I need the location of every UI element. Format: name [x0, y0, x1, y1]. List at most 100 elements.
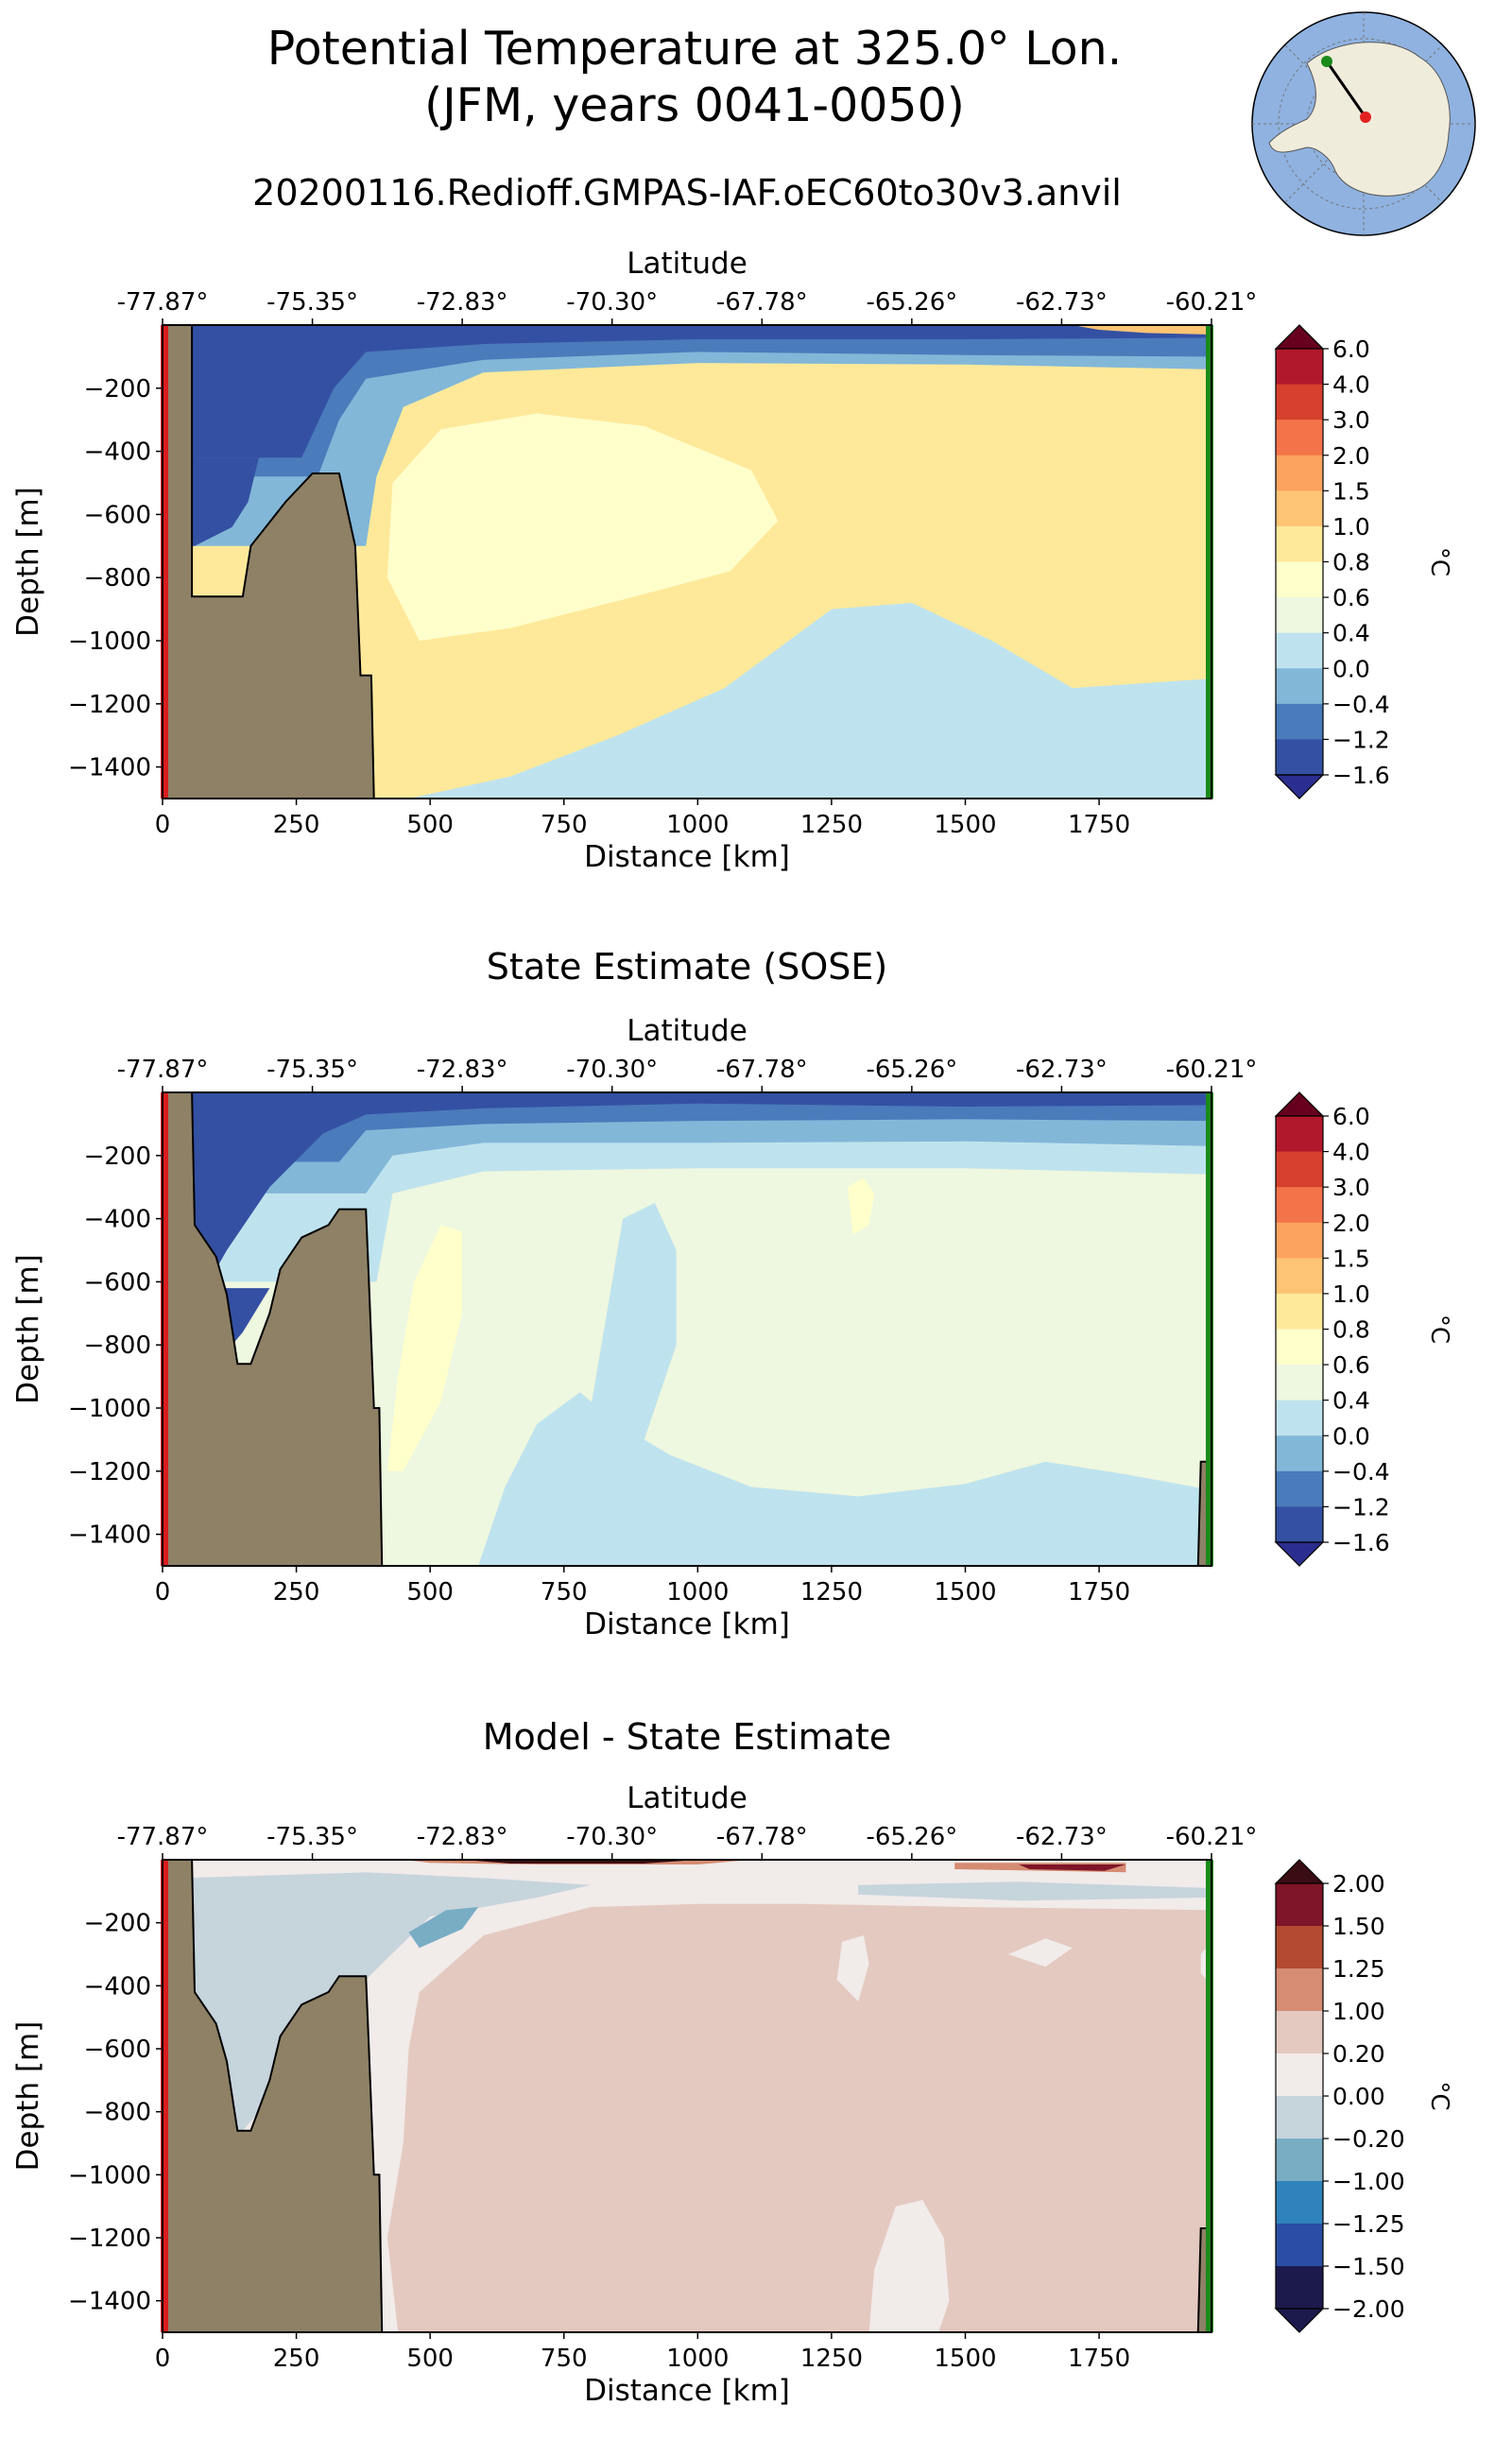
latitude-tick-label: -70.30° — [566, 1823, 658, 1851]
plot-frame — [162, 1091, 1212, 1567]
colorbar-segment — [1276, 2053, 1323, 2097]
x-tick-label: 750 — [541, 1578, 588, 1606]
colorbar-tick-label: −1.25 — [1332, 2210, 1405, 2238]
x-tick-label: 1000 — [666, 811, 729, 839]
y-tick-label: −200 — [84, 375, 151, 404]
contour-region — [163, 1860, 1211, 2332]
colorbar-segment — [1276, 2096, 1323, 2139]
contour-region — [868, 2200, 950, 2332]
contour-field — [163, 1092, 1211, 1566]
colorbar-segment — [1276, 1258, 1323, 1295]
contour-region — [163, 1872, 592, 2131]
colorbar-segment — [1276, 1506, 1323, 1543]
colorbar-segment — [1276, 739, 1323, 776]
x-tick-label: 1750 — [1068, 1578, 1130, 1606]
x-tick-label: 1000 — [666, 2345, 729, 2373]
bathymetry-land — [163, 1860, 384, 2332]
top-axis-label: Latitude — [627, 1781, 747, 1815]
colorbar-segment — [1276, 1151, 1323, 1188]
x-axis-label: Distance [km] — [584, 2374, 790, 2408]
contour-region — [387, 1225, 463, 1471]
y-tick-label: −1400 — [68, 1521, 151, 1550]
latitude-tick-label: -70.30° — [566, 288, 658, 317]
latitude-tick-label: -65.26° — [866, 1056, 957, 1084]
colorbar-segment — [1276, 2266, 1323, 2310]
section-start-marker — [161, 325, 168, 799]
colorbar-segment — [1276, 525, 1323, 562]
top-axis-label: Latitude — [627, 1014, 747, 1048]
latitude-tick-label: -72.83° — [417, 288, 508, 317]
colorbar-tick-label: 4.0 — [1332, 1139, 1370, 1166]
colorbar-tick-label: 1.00 — [1332, 1998, 1385, 2025]
colorbar-segment — [1276, 1365, 1323, 1401]
latitude-tick-label: -72.83° — [417, 1823, 508, 1851]
difference-section-panel: Model - State Estimate 0 250 500 750 1000 1250… — [11, 1716, 1453, 2408]
y-tick-label: −400 — [84, 1972, 151, 2001]
top-axis-label: Latitude — [627, 247, 747, 281]
section-start-marker — [161, 1860, 168, 2332]
y-tick-label: −800 — [84, 1332, 151, 1360]
x-tick-label: 500 — [406, 1578, 454, 1606]
y-tick-label: −800 — [84, 2099, 151, 2127]
colorbar-unit-label: °C — [1425, 1314, 1453, 1344]
colorbar-tick-label: 0.6 — [1332, 1351, 1370, 1379]
latitude-tick-label: -70.30° — [566, 1056, 658, 1084]
x-tick-label: 500 — [406, 2345, 454, 2373]
contour-region — [163, 325, 1211, 477]
latitude-tick-label: -62.73° — [1016, 1823, 1108, 1851]
colorbar-segment — [1276, 2224, 1323, 2267]
latitude-tick-label: -75.35° — [266, 288, 358, 317]
section-end-marker — [1206, 1092, 1213, 1566]
contour-region — [847, 1177, 875, 1235]
colorbar-tick-label: −1.6 — [1332, 1529, 1390, 1556]
contour-region — [579, 1202, 677, 1471]
x-tick-label: 250 — [273, 1578, 320, 1606]
y-tick-label: −800 — [84, 564, 151, 593]
latitude-tick-label: -65.26° — [866, 1823, 957, 1851]
colorbar-tick-label: −1.2 — [1332, 726, 1390, 753]
panel-title: State Estimate (SOSE) — [487, 946, 887, 988]
plot-frame — [162, 1859, 1212, 2333]
colorbar-tick-label: −1.00 — [1332, 2168, 1405, 2195]
y-axis-label: Depth [m] — [11, 2021, 45, 2172]
colorbar-segment — [1276, 1187, 1323, 1224]
y-tick-label: −1200 — [68, 1458, 151, 1486]
colorbar-tick-label: −0.20 — [1332, 2125, 1405, 2153]
colorbar-tick-label: 0.4 — [1332, 1387, 1370, 1415]
x-tick-label: 1500 — [934, 2345, 996, 2373]
latitude-tick-label: -62.73° — [1016, 1056, 1108, 1084]
latitude-tick-label: -65.26° — [866, 288, 957, 317]
transect-line — [1325, 60, 1367, 118]
colorbar-extend-max — [1274, 324, 1325, 350]
x-tick-label: 250 — [273, 811, 320, 839]
colorbar-tick-label: 0.0 — [1332, 655, 1370, 682]
contour-region — [478, 1392, 1211, 1566]
colorbar-segment — [1276, 1222, 1323, 1259]
model-section-panel: 20200116.Redioff.GMPAS-IAF.oEC60to30v3.a… — [11, 172, 1453, 874]
colorbar-segment — [1276, 1968, 1323, 2012]
colorbar-segment — [1276, 1116, 1323, 1153]
colorbar-tick-label: 0.6 — [1332, 584, 1370, 611]
colorbar-tick-label: −0.4 — [1332, 1458, 1390, 1486]
y-axis-label: Depth [m] — [11, 487, 45, 637]
y-tick-label: −1000 — [68, 627, 151, 656]
colorbar-segment — [1276, 1400, 1323, 1436]
colorbar-segment — [1276, 1329, 1323, 1366]
latitude-tick-label: -77.87° — [117, 1056, 209, 1084]
latitude-tick-label: -60.21° — [1166, 288, 1258, 317]
bathymetry-land — [163, 325, 375, 799]
colorbar-extend-min — [1274, 1541, 1325, 1567]
colorbar-segment — [1276, 561, 1323, 598]
colorbar-tick-label: 3.0 — [1332, 1174, 1370, 1201]
colorbar-segment — [1276, 490, 1323, 527]
x-tick-label: 1000 — [666, 1578, 729, 1606]
colorbar-tick-label: 2.0 — [1332, 442, 1370, 470]
colorbar-segment — [1276, 1293, 1323, 1330]
colorbar-segment — [1276, 632, 1323, 669]
colorbar-segment — [1276, 668, 1323, 705]
y-tick-label: −1200 — [68, 691, 151, 719]
x-axis-label: Distance [km] — [584, 1607, 790, 1641]
y-tick-label: −1000 — [68, 2161, 151, 2190]
latitude-tick-label: -60.21° — [1166, 1056, 1258, 1084]
latitude-tick-label: -77.87° — [117, 288, 209, 317]
